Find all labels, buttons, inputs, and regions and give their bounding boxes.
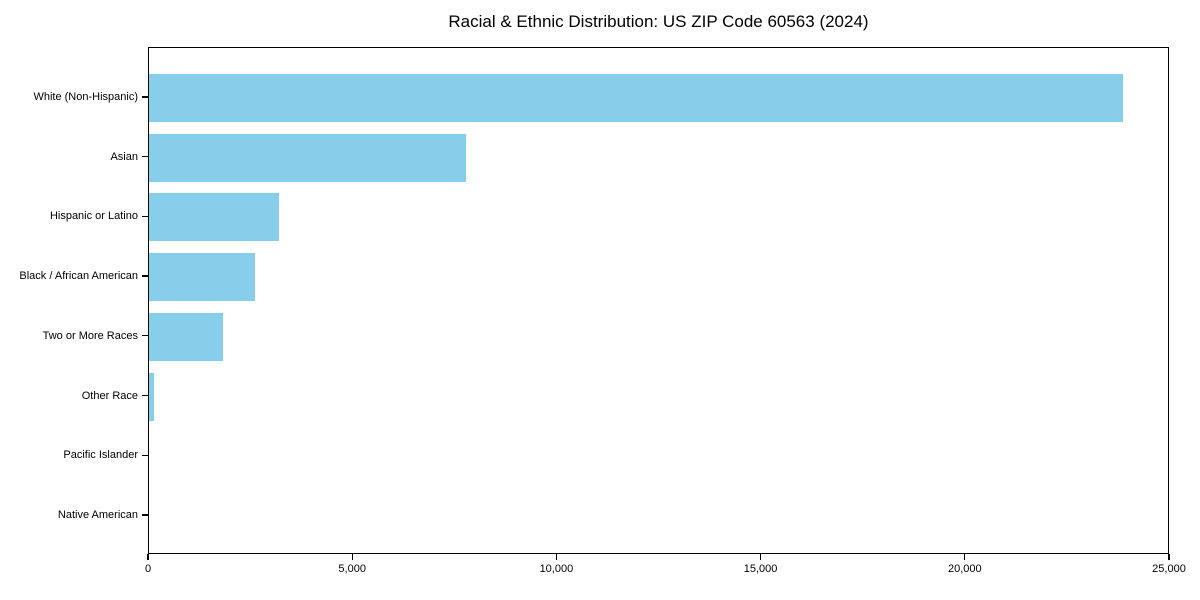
x-tick (351, 554, 353, 560)
y-tick (142, 275, 148, 277)
y-tick-label: Pacific Islander (63, 449, 138, 462)
x-tick (1168, 554, 1170, 560)
y-tick (142, 514, 148, 516)
y-tick (142, 156, 148, 158)
bar (149, 74, 1123, 122)
y-tick-label: White (Non-Hispanic) (33, 91, 138, 103)
x-tick-label: 25,000 (1152, 563, 1186, 575)
x-tick-label: 20,000 (947, 563, 982, 575)
y-tick (142, 96, 148, 98)
bar (149, 372, 154, 421)
y-tick-label: Hispanic or Latino (49, 210, 138, 223)
x-tick (147, 554, 149, 560)
x-tick-label: 5,000 (338, 563, 366, 575)
x-tick (759, 554, 762, 560)
bar (149, 133, 466, 182)
bar (149, 253, 255, 302)
x-tick (555, 554, 558, 560)
y-tick (142, 394, 148, 397)
bar (149, 312, 224, 361)
y-tick-label: Other Race (81, 389, 138, 402)
x-tick-label: 0 (144, 563, 152, 575)
y-tick-label: Asian (110, 150, 138, 163)
x-tick-label: 15,000 (743, 563, 778, 575)
y-tick (142, 454, 148, 456)
y-tick-label: Two or More Races (42, 329, 138, 342)
y-tick-label: Native American (57, 508, 138, 521)
y-tick (142, 335, 148, 337)
bar (149, 193, 279, 242)
chart-title: Racial & Ethnic Distribution: US ZIP Cod… (448, 12, 869, 31)
x-tick (964, 554, 966, 560)
plot-area (148, 47, 1169, 554)
y-tick-label: Black / African American (19, 270, 138, 283)
y-tick (142, 215, 148, 218)
x-tick-label: 10,000 (539, 563, 574, 575)
